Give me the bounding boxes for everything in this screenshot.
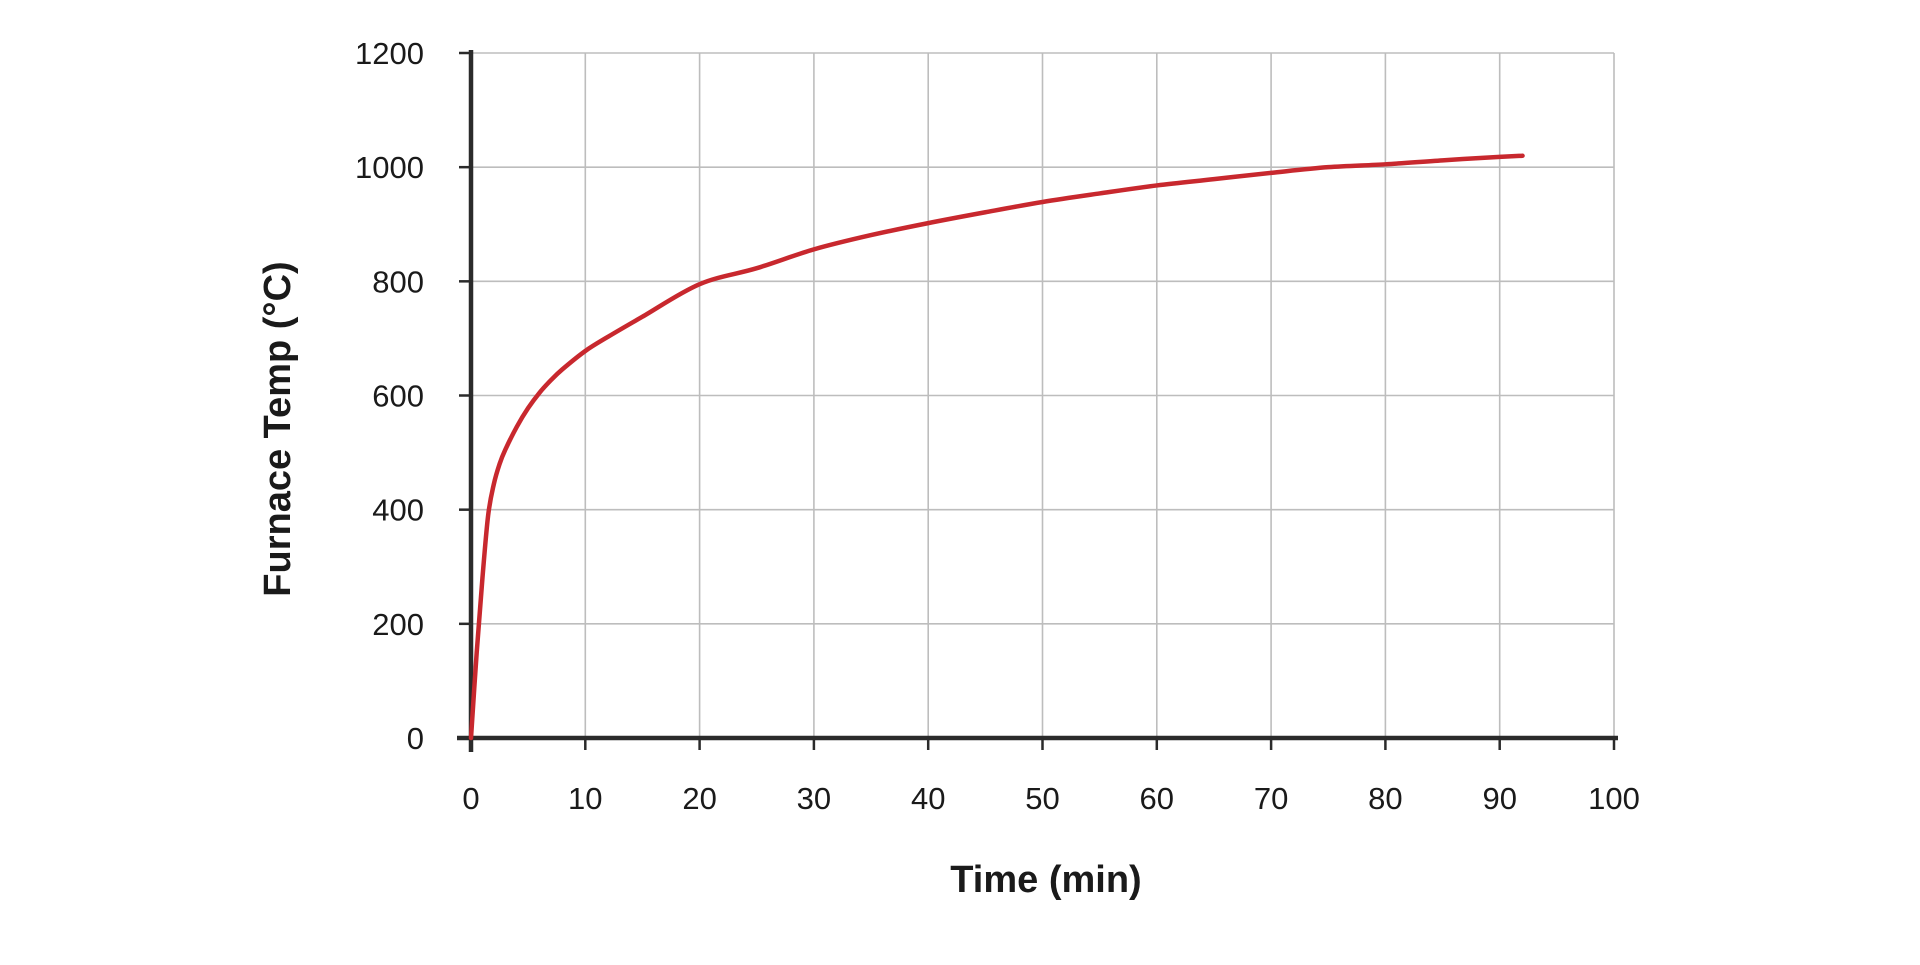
series-line-0 — [468, 153, 1525, 741]
y-tick-label: 800 — [372, 264, 424, 299]
x-tick-label: 20 — [682, 781, 716, 816]
x-tick-label: 90 — [1482, 781, 1516, 816]
y-tick-label: 400 — [372, 493, 424, 528]
x-tick-label: 0 — [462, 781, 479, 816]
y-tick-label: 1000 — [355, 150, 424, 185]
x-tick-label: 80 — [1368, 781, 1402, 816]
x-tick-label: 100 — [1588, 781, 1640, 816]
x-tick-label: 70 — [1254, 781, 1288, 816]
y-tick-label: 1200 — [355, 36, 424, 71]
x-tick-label: 60 — [1140, 781, 1174, 816]
x-tick-label: 30 — [797, 781, 831, 816]
x-tick-label: 10 — [568, 781, 602, 816]
y-tick-label: 200 — [372, 607, 424, 642]
tick-label-layer: 0 10 20 30 40 50 60 70 80 90 100020040060080010001… — [355, 36, 1640, 816]
series-layer — [468, 153, 1525, 741]
y-tick-label: 600 — [372, 379, 424, 414]
y-axis-title: Furnace Temp (°C) — [257, 261, 299, 596]
axis-layer — [457, 50, 1618, 752]
x-tick-label: 40 — [911, 781, 945, 816]
x-axis-title: Time (min) — [950, 859, 1141, 901]
grid-layer — [471, 52, 1615, 738]
y-tick-label: 0 — [407, 721, 424, 756]
x-tick-label: 50 — [1025, 781, 1059, 816]
